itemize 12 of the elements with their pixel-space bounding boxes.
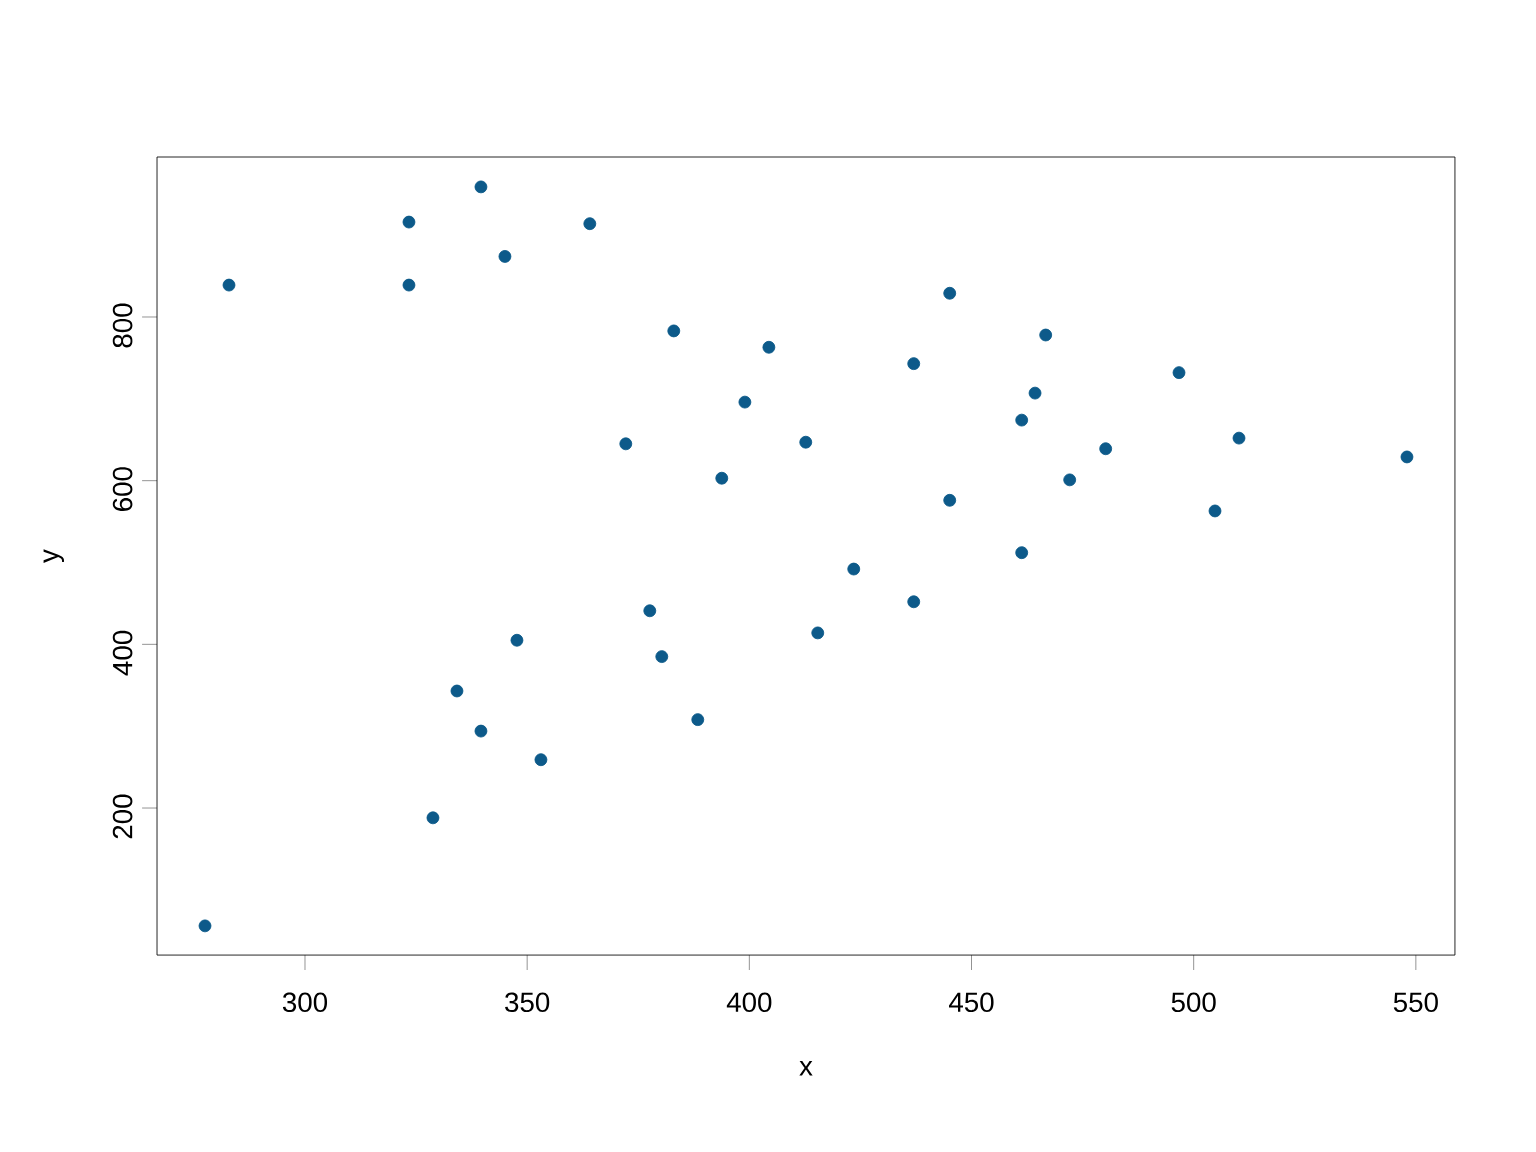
y-tick-label: 200 xyxy=(112,794,133,839)
x-tick-label: 450 xyxy=(949,992,994,1013)
y-tick-label: 400 xyxy=(112,630,133,676)
x-tick-label: 400 xyxy=(726,992,772,1013)
y-tick-label: 600 xyxy=(112,467,133,511)
y-axis-title: y xyxy=(43,549,64,563)
x-tick-label: 500 xyxy=(1171,992,1216,1013)
x-tick-label: 300 xyxy=(282,992,328,1013)
y-tick-label: 800 xyxy=(112,303,133,348)
x-tick-label: 550 xyxy=(1393,992,1438,1013)
x-axis-title: x xyxy=(799,1060,813,1076)
x-tick-label: 350 xyxy=(505,992,550,1013)
